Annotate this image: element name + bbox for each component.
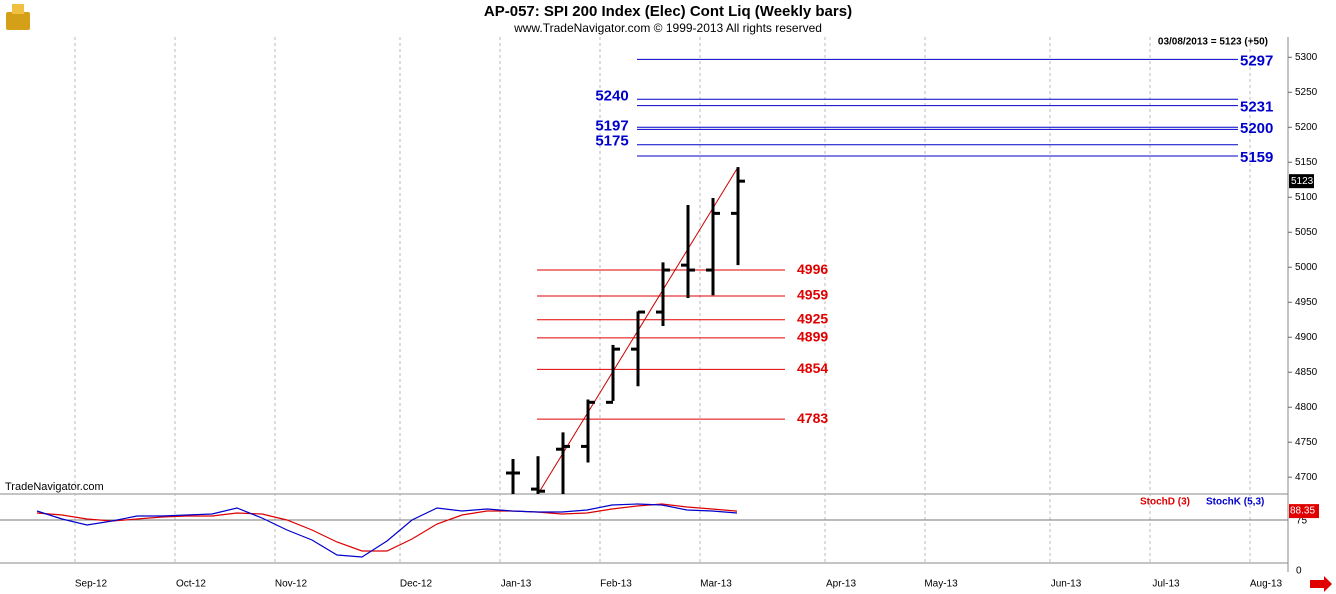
level-label: 4959 (797, 287, 828, 303)
level-label: 4925 (797, 310, 828, 326)
x-tick-label: Feb-13 (600, 579, 632, 590)
y-tick-label: 5000 (1295, 262, 1318, 273)
header-info: 03/08/2013 = 5123 (+50) (1158, 37, 1268, 48)
y-tick-label: 5150 (1295, 157, 1318, 168)
scroll-arrow[interactable] (1310, 576, 1332, 592)
y-tick-label: 5300 (1295, 52, 1318, 63)
x-tick-label: Jul-13 (1152, 579, 1180, 590)
y-tick-label: 0 (1296, 566, 1302, 577)
x-tick-label: Oct-12 (176, 579, 206, 590)
last-value-box (1289, 504, 1319, 519)
y-tick-label: 5200 (1295, 122, 1318, 133)
level-label: 5159 (1240, 149, 1273, 166)
level-label: 4899 (797, 329, 828, 345)
level-label: 5175 (595, 133, 628, 150)
level-label: 4854 (797, 360, 828, 376)
x-tick-label: Jun-13 (1051, 579, 1082, 590)
level-label: 5197 (595, 117, 628, 134)
legend-label: StochD (3) (1140, 497, 1190, 508)
y-tick-label: 4900 (1295, 332, 1318, 343)
y-tick-label: 4700 (1295, 472, 1318, 483)
x-tick-label: May-13 (924, 579, 958, 590)
level-label: 4996 (797, 261, 828, 277)
y-tick-label: 4850 (1295, 367, 1318, 378)
x-tick-label: Aug-13 (1250, 579, 1283, 590)
y-tick-label: 75 (1296, 516, 1308, 527)
legend-label: StochK (5,3) (1206, 497, 1264, 508)
level-label: 5231 (1240, 99, 1273, 116)
y-tick-label: 5050 (1295, 227, 1318, 238)
last-value-label: 88.35 (1290, 506, 1315, 517)
watermark: TradeNavigator.com (5, 481, 104, 493)
x-tick-label: Jan-13 (501, 579, 532, 590)
x-tick-label: Mar-13 (700, 579, 732, 590)
plot-area (506, 58, 1238, 494)
subtitle: www.TradeNavigator.com © 1999-2013 All r… (513, 21, 822, 35)
level-label: 5297 (1240, 52, 1273, 69)
logo (6, 4, 30, 30)
y-tick-label: 4950 (1295, 297, 1318, 308)
level-label: 4783 (797, 410, 828, 426)
y-tick-label: 5250 (1295, 87, 1318, 98)
y-tick-label: 5100 (1295, 192, 1318, 203)
y-tick-label: 4800 (1295, 402, 1318, 413)
chart-title: AP-057: SPI 200 Index (Elec) Cont Liq (W… (484, 3, 852, 20)
x-tick-label: Sep-12 (75, 579, 108, 590)
stoch-line (36, 503, 738, 558)
stoch-line (36, 503, 738, 552)
last-price-label: 5123 (1291, 176, 1314, 187)
last-price-box (1289, 174, 1314, 189)
level-label: 5200 (1240, 120, 1273, 137)
x-tick-label: Nov-12 (275, 579, 308, 590)
x-tick-label: Dec-12 (400, 579, 433, 590)
level-label: 5240 (595, 87, 628, 104)
x-tick-label: Apr-13 (826, 579, 856, 590)
y-tick-label: 4750 (1295, 437, 1318, 448)
